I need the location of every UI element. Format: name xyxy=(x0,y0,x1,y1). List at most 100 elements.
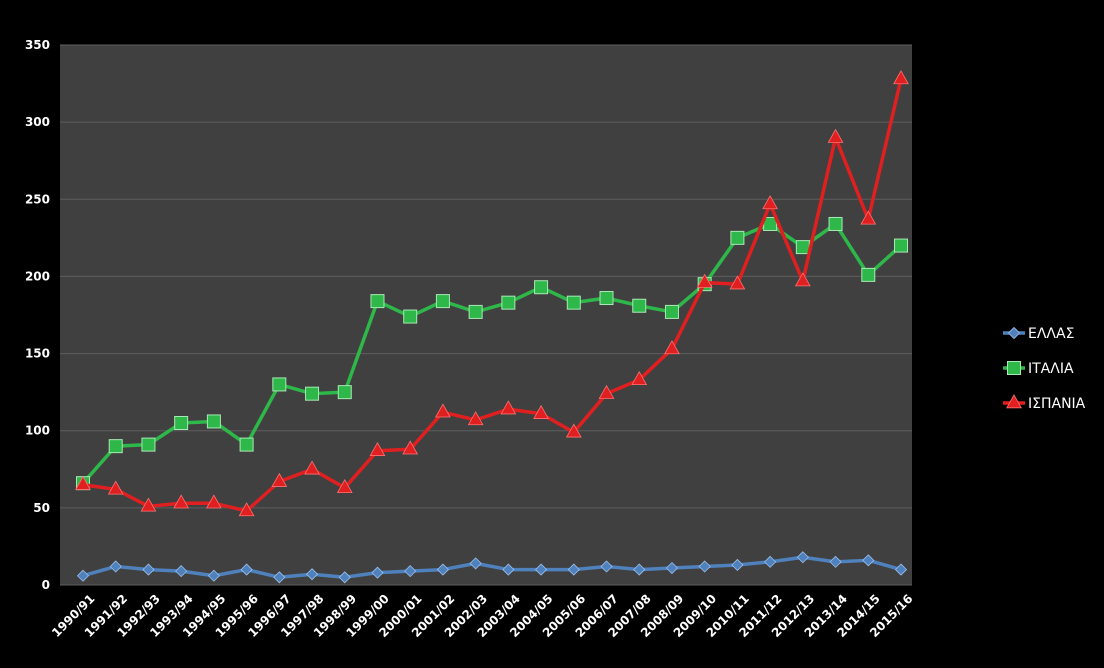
data-point xyxy=(469,557,482,570)
data-point xyxy=(435,403,451,418)
data-point xyxy=(533,404,549,419)
data-point xyxy=(272,377,287,392)
data-point xyxy=(730,230,745,245)
data-point xyxy=(502,563,515,576)
data-point xyxy=(794,272,811,287)
legend: ΕΛΛΑΣ ΙΤΑΛΙΑ ΙΣΠΑΝΙΑ xyxy=(1003,326,1086,412)
legend-marker xyxy=(1007,326,1021,340)
data-point xyxy=(205,494,222,509)
data-point xyxy=(567,563,580,576)
data-point xyxy=(305,386,320,401)
data-point xyxy=(828,216,843,231)
legend-marker xyxy=(1006,394,1022,409)
data-point xyxy=(239,437,254,452)
data-point xyxy=(107,480,124,495)
data-point xyxy=(109,560,122,573)
y-tick-label: 100 xyxy=(25,424,50,438)
y-tick-label: 300 xyxy=(25,115,50,129)
data-point xyxy=(762,195,779,210)
data-point xyxy=(435,294,450,309)
gridlines xyxy=(60,44,912,586)
data-point xyxy=(664,340,680,355)
data-point xyxy=(238,502,255,517)
legend-item: ΕΛΛΑΣ xyxy=(1003,326,1074,342)
data-point xyxy=(141,437,156,452)
series-1 xyxy=(76,551,908,584)
data-point xyxy=(140,497,157,512)
data-point xyxy=(861,267,876,282)
y-tick-label: 350 xyxy=(25,38,50,52)
y-tick-label: 150 xyxy=(25,347,50,361)
data-point xyxy=(338,571,351,584)
series-layer xyxy=(75,70,909,584)
legend-item: ΙΣΠΑΝΙΑ xyxy=(1003,394,1086,412)
data-point xyxy=(795,240,810,255)
data-point xyxy=(894,238,908,253)
data-point xyxy=(273,571,286,584)
legend-label: ΙΣΠΑΝΙΑ xyxy=(1028,396,1086,412)
data-point xyxy=(240,563,253,576)
data-point xyxy=(535,563,548,576)
data-point xyxy=(174,416,189,430)
data-point xyxy=(566,295,581,310)
plot-area xyxy=(60,45,912,585)
legend-item: ΙΤΑΛΙΑ xyxy=(1003,361,1074,377)
data-point xyxy=(175,565,188,578)
data-point xyxy=(729,275,746,290)
data-point xyxy=(893,70,909,85)
data-point xyxy=(173,494,190,509)
data-point xyxy=(796,551,809,564)
data-point xyxy=(371,566,384,579)
data-point xyxy=(764,555,777,568)
legend-label: ΕΛΛΑΣ xyxy=(1028,326,1074,342)
data-point xyxy=(565,423,582,438)
series-3 xyxy=(75,70,909,517)
data-point xyxy=(862,554,875,567)
data-point xyxy=(827,128,844,143)
data-point xyxy=(142,563,155,576)
data-point xyxy=(632,298,647,313)
data-point xyxy=(598,384,615,399)
data-point xyxy=(500,400,517,415)
legend-marker xyxy=(1007,361,1021,375)
y-tick-label: 250 xyxy=(25,192,50,206)
data-point xyxy=(369,441,386,456)
y-axis-ticks: 0 50 100 150 200 250 300 350 xyxy=(25,38,50,592)
data-point xyxy=(731,558,744,572)
data-point xyxy=(207,569,220,582)
data-point xyxy=(600,560,613,573)
data-point xyxy=(75,475,91,490)
data-point xyxy=(665,561,679,575)
data-point xyxy=(337,385,352,400)
data-point xyxy=(894,563,908,576)
data-point xyxy=(336,478,353,494)
data-point xyxy=(108,439,123,454)
data-point xyxy=(206,414,221,429)
data-point xyxy=(402,440,419,455)
data-point xyxy=(271,472,288,487)
data-point xyxy=(829,555,842,568)
data-point xyxy=(436,563,449,576)
data-point xyxy=(370,294,385,309)
data-point xyxy=(698,560,711,573)
data-point xyxy=(860,210,877,225)
data-point xyxy=(304,460,320,475)
legend-label: ΙΤΑΛΙΑ xyxy=(1028,361,1074,377)
data-point xyxy=(404,565,417,578)
data-point xyxy=(76,569,90,582)
data-point xyxy=(305,568,319,581)
data-point xyxy=(633,563,646,576)
data-point xyxy=(696,273,713,288)
data-point xyxy=(501,295,516,310)
y-tick-label: 0 xyxy=(42,578,50,592)
data-point xyxy=(631,370,648,386)
y-tick-label: 200 xyxy=(25,269,50,283)
data-point xyxy=(403,309,418,324)
data-point xyxy=(664,304,679,319)
data-point xyxy=(468,304,483,319)
data-point xyxy=(599,291,614,306)
data-point xyxy=(467,411,484,426)
y-tick-label: 50 xyxy=(33,501,50,515)
data-point xyxy=(534,280,549,295)
